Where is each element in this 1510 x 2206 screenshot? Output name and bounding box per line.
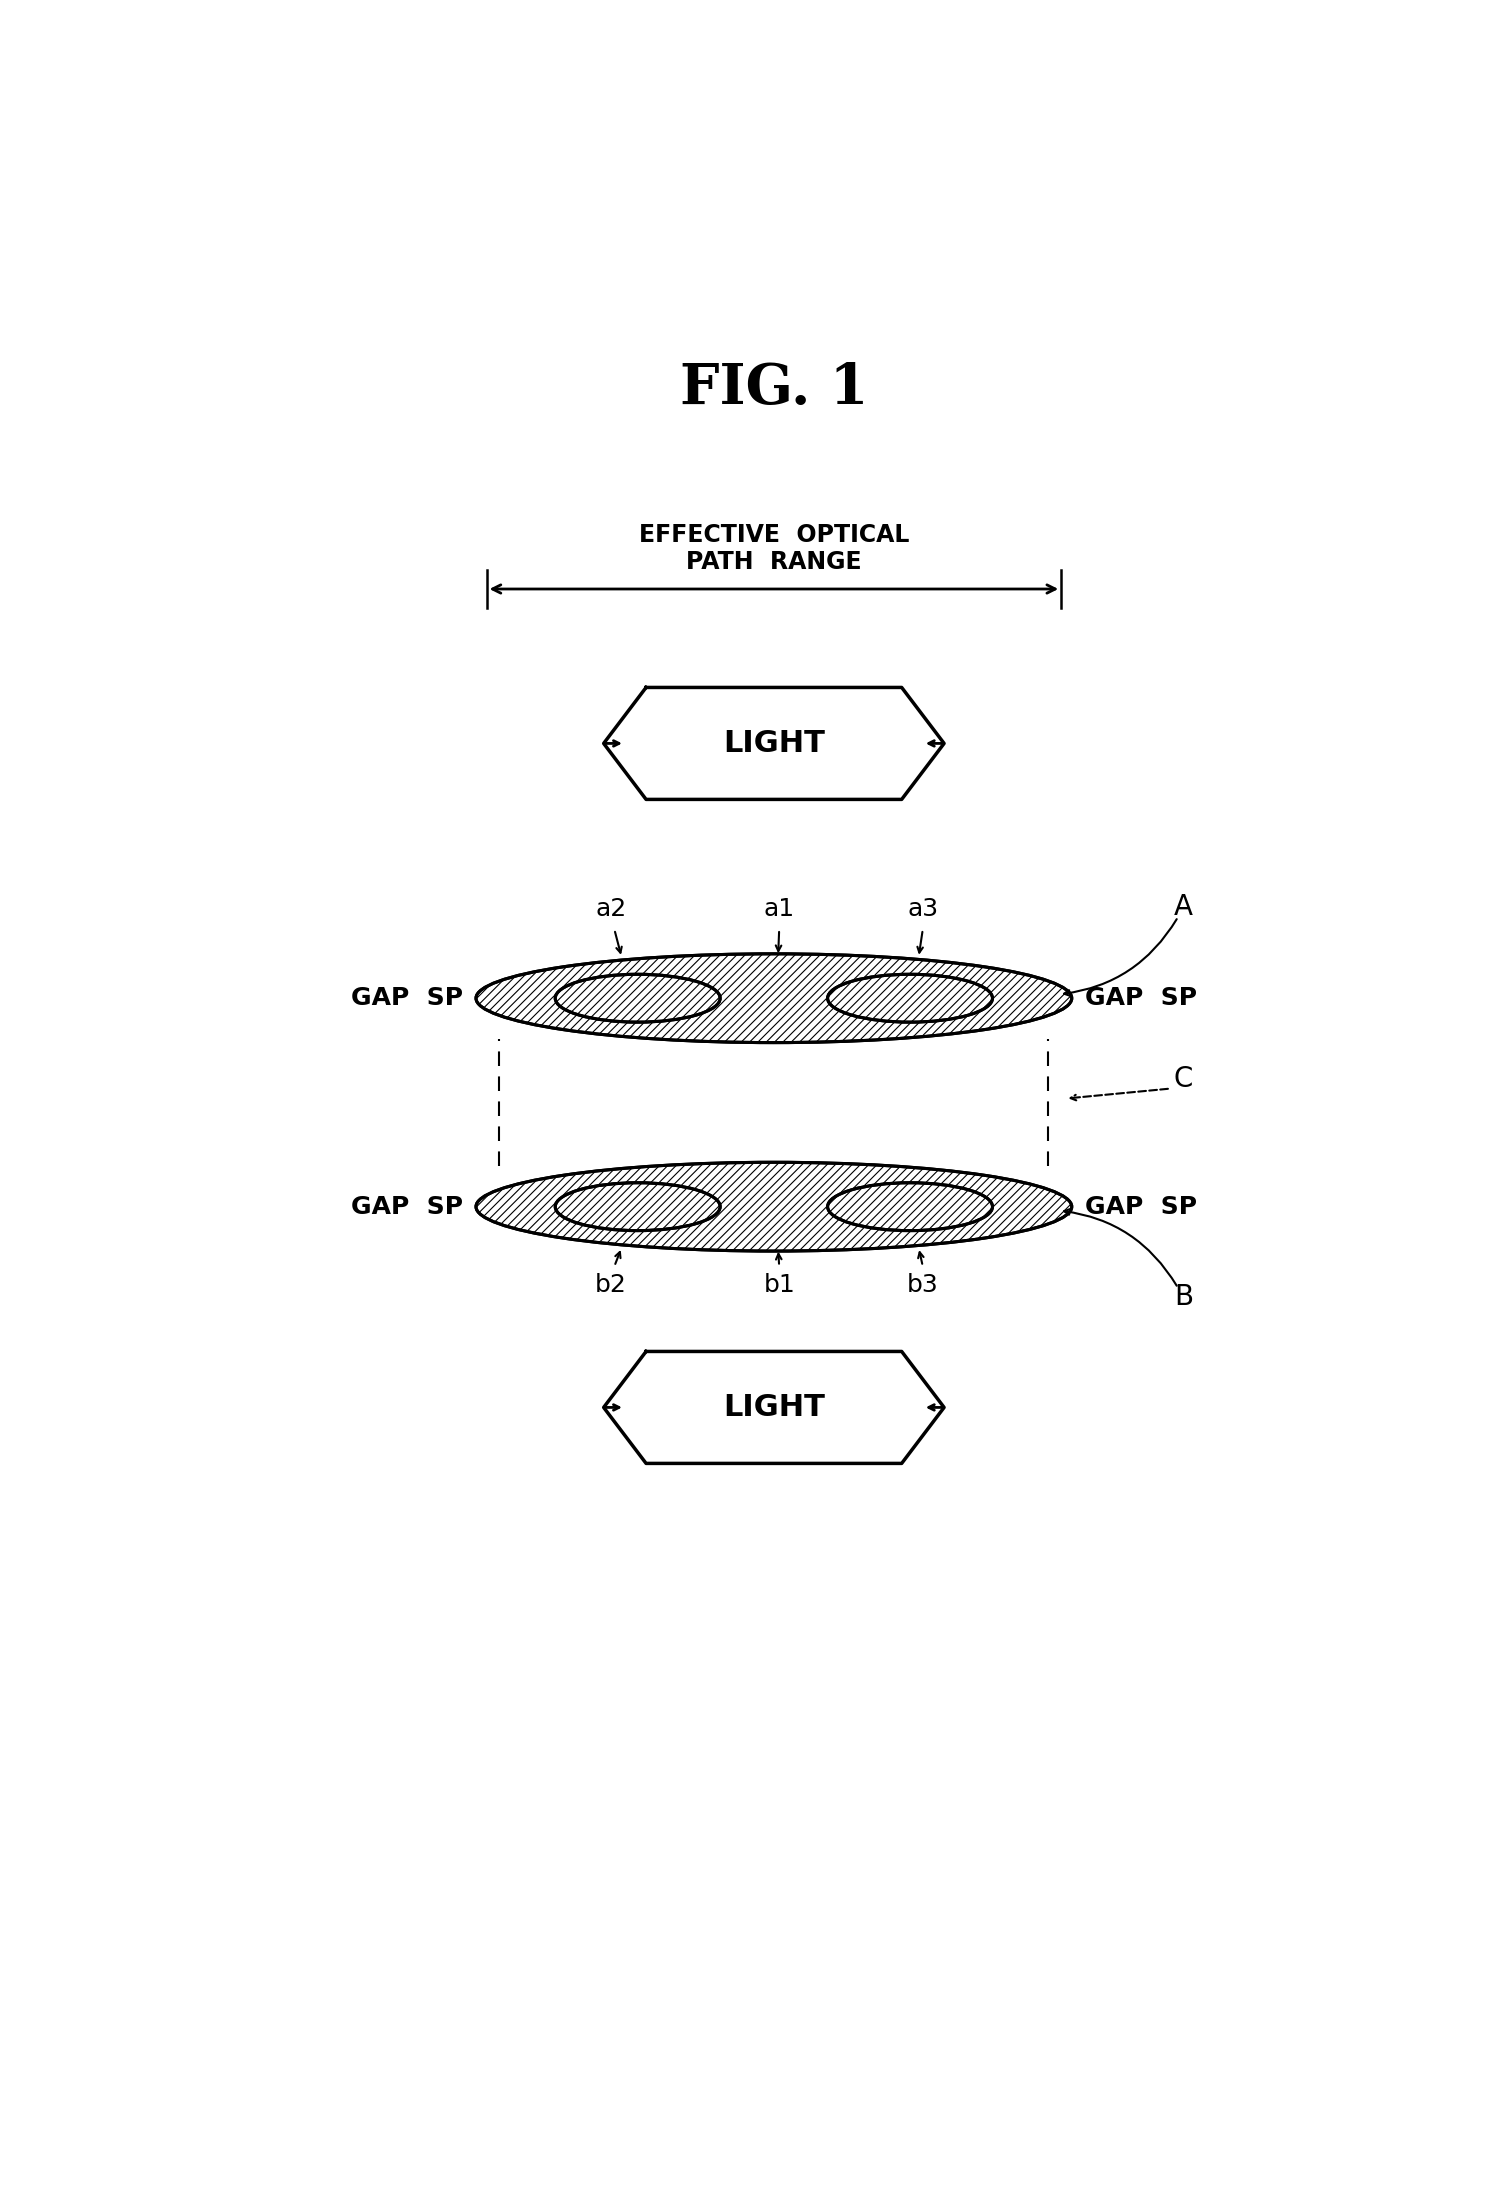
Text: a2: a2 <box>595 898 627 922</box>
Text: GAP  SP: GAP SP <box>1084 1196 1196 1218</box>
Text: b1: b1 <box>764 1273 796 1297</box>
Text: C: C <box>1173 1065 1193 1094</box>
Text: b2: b2 <box>595 1273 627 1297</box>
Text: LIGHT: LIGHT <box>723 728 824 759</box>
Text: B: B <box>1173 1284 1193 1310</box>
Text: a1: a1 <box>764 898 794 922</box>
Text: EFFECTIVE  OPTICAL: EFFECTIVE OPTICAL <box>639 523 909 547</box>
Text: FIG. 1: FIG. 1 <box>680 362 868 415</box>
Text: b3: b3 <box>908 1273 939 1297</box>
Ellipse shape <box>827 1182 992 1231</box>
Text: GAP  SP: GAP SP <box>1084 986 1196 1010</box>
Text: A: A <box>1173 893 1193 922</box>
Ellipse shape <box>556 975 720 1021</box>
Ellipse shape <box>476 1163 1072 1251</box>
Ellipse shape <box>827 975 992 1021</box>
Text: GAP  SP: GAP SP <box>352 1196 464 1218</box>
Text: LIGHT: LIGHT <box>723 1392 824 1423</box>
Ellipse shape <box>556 975 720 1021</box>
Ellipse shape <box>827 975 992 1021</box>
Ellipse shape <box>827 1182 992 1231</box>
Ellipse shape <box>556 1182 720 1231</box>
Text: PATH  RANGE: PATH RANGE <box>686 549 862 574</box>
Text: a3: a3 <box>908 898 938 922</box>
Ellipse shape <box>556 1182 720 1231</box>
Ellipse shape <box>476 953 1072 1043</box>
Text: GAP  SP: GAP SP <box>352 986 464 1010</box>
